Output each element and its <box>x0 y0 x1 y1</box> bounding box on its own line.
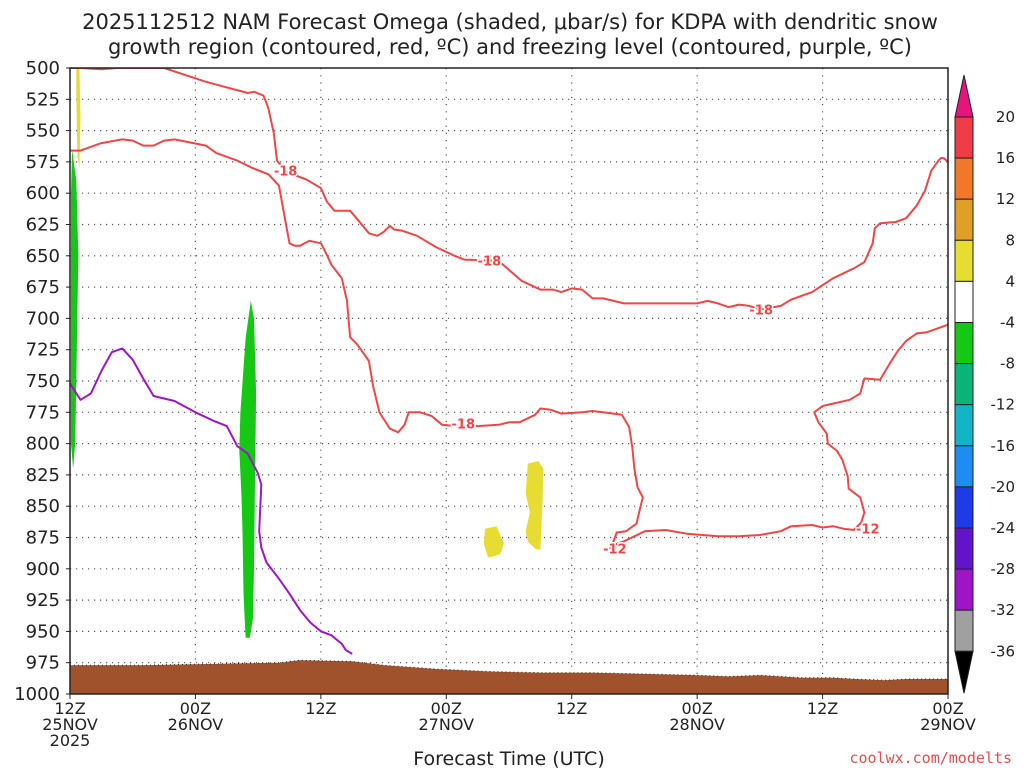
x-tick-label: 27NOV <box>418 715 474 734</box>
credit-text: coolwx.com/modelts <box>849 749 1012 767</box>
contour-label: -18 <box>452 417 476 432</box>
x-tick-label: 12Z <box>807 699 838 718</box>
x-tick-label: 12Z <box>305 699 336 718</box>
x-tick-label: 28NOV <box>669 715 725 734</box>
colorbar-level-label: 8 <box>1005 231 1015 249</box>
contour-labels: -18 -18 -18 -18 -12 -12 <box>272 163 881 559</box>
colorbar-bottom-arrow <box>954 650 974 694</box>
colorbar-level-label: 20 <box>996 108 1015 126</box>
ground-layer <box>70 659 948 694</box>
contour-neg18-upper <box>70 68 948 311</box>
omega-shading <box>71 68 544 638</box>
y-tick-label: 800 <box>26 434 60 455</box>
colorbar-level-label: 16 <box>996 149 1015 167</box>
y-tick-label: 775 <box>26 402 60 423</box>
y-tick-label: 600 <box>26 183 60 204</box>
colorbar-swatch <box>954 363 974 406</box>
x-tick-label: 00Z <box>932 699 963 718</box>
y-tick-label: 1000 <box>14 684 60 705</box>
y-tick-label: 650 <box>26 246 60 267</box>
x-tick-label: 29NOV <box>920 715 976 734</box>
y-tick-label: 850 <box>26 496 60 517</box>
y-tick-label: 925 <box>26 590 60 611</box>
y-tick-label: 625 <box>26 215 60 236</box>
colorbar-level-label: -8 <box>1000 355 1015 373</box>
colorbar-swatch <box>954 157 974 200</box>
omega-shade-yellow-top <box>76 68 81 169</box>
y-tick-label: 825 <box>26 465 60 486</box>
freezing-level-contour <box>70 347 353 655</box>
y-tick-label: 700 <box>26 308 60 329</box>
omega-shade-yellow-mid1 <box>483 526 504 558</box>
x-axis-label: Forecast Time (UTC) <box>413 748 604 768</box>
colorbar-swatch <box>954 527 974 570</box>
y-tick-label: 525 <box>26 89 60 110</box>
colorbar-level-label: -12 <box>991 396 1016 414</box>
y-tick-label: 575 <box>26 152 60 173</box>
y-tick-label: 500 <box>26 58 60 79</box>
x-tick-label: 2025 <box>50 731 91 750</box>
colorbar-swatch <box>954 404 974 447</box>
contours <box>70 68 948 655</box>
colorbar-level-label: -36 <box>991 642 1016 660</box>
y-tick-label: 900 <box>26 559 60 580</box>
contour-neg18-lower <box>70 138 644 551</box>
chart-title-line2: growth region (contoured, red, ºC) and f… <box>108 35 912 59</box>
contour-label: -18 <box>478 255 502 270</box>
colorbar: 20 16 12 8 4 -4 -8 -12 -16 -20 -24 -28 -32 -36 <box>954 74 1016 694</box>
x-tick-label: 25NOV <box>42 715 98 734</box>
x-tick-label: 26NOV <box>168 715 224 734</box>
colorbar-swatch <box>954 239 974 282</box>
colorbar-level-label: 12 <box>996 190 1015 208</box>
colorbar-level-label: -4 <box>1000 314 1015 332</box>
omega-shade-green-center <box>239 300 257 638</box>
y-tick-label: 550 <box>26 121 60 142</box>
contour-label: -12 <box>603 543 627 558</box>
y-tick-label: 725 <box>26 340 60 361</box>
colorbar-level-label: -20 <box>991 478 1016 496</box>
colorbar-swatch <box>954 322 974 365</box>
colorbar-level-label: -24 <box>991 519 1016 537</box>
contour-label: -18 <box>274 164 298 179</box>
y-tick-label: 950 <box>26 621 60 642</box>
colorbar-level-label: 4 <box>1005 272 1015 290</box>
colorbar-level-label: -16 <box>991 437 1016 455</box>
colorbar-level-label: -28 <box>991 560 1016 578</box>
colorbar-swatch <box>954 609 974 652</box>
y-tick-label: 675 <box>26 277 60 298</box>
y-axis: 500 525 550 575 600 625 650 675 700 725 750 775 800 8… <box>14 58 70 705</box>
colorbar-swatch <box>954 280 974 323</box>
x-tick-label: 12Z <box>556 699 587 718</box>
colorbar-level-label: -32 <box>991 601 1016 619</box>
grid <box>70 68 948 694</box>
x-tick-label: 00Z <box>681 699 712 718</box>
y-tick-label: 975 <box>26 653 60 674</box>
contour-label: -12 <box>856 522 880 537</box>
colorbar-swatch <box>954 486 974 529</box>
contour-neg12-right <box>607 323 948 550</box>
x-tick-label: 00Z <box>180 699 211 718</box>
colorbar-swatch <box>954 568 974 611</box>
x-tick-label: 00Z <box>431 699 462 718</box>
omega-shade-yellow-mid2 <box>525 461 544 550</box>
chart-title-line1: 2025112512 NAM Forecast Omega (shaded, μ… <box>82 10 938 34</box>
colorbar-top-arrow <box>954 74 974 118</box>
y-tick-label: 750 <box>26 371 60 392</box>
colorbar-swatch <box>954 116 974 159</box>
y-tick-label: 875 <box>26 528 60 549</box>
contour-label: -18 <box>749 303 773 318</box>
colorbar-swatch <box>954 198 974 241</box>
x-tick-label: 12Z <box>54 699 85 718</box>
ground-fill <box>70 660 948 694</box>
colorbar-swatch <box>954 445 974 488</box>
